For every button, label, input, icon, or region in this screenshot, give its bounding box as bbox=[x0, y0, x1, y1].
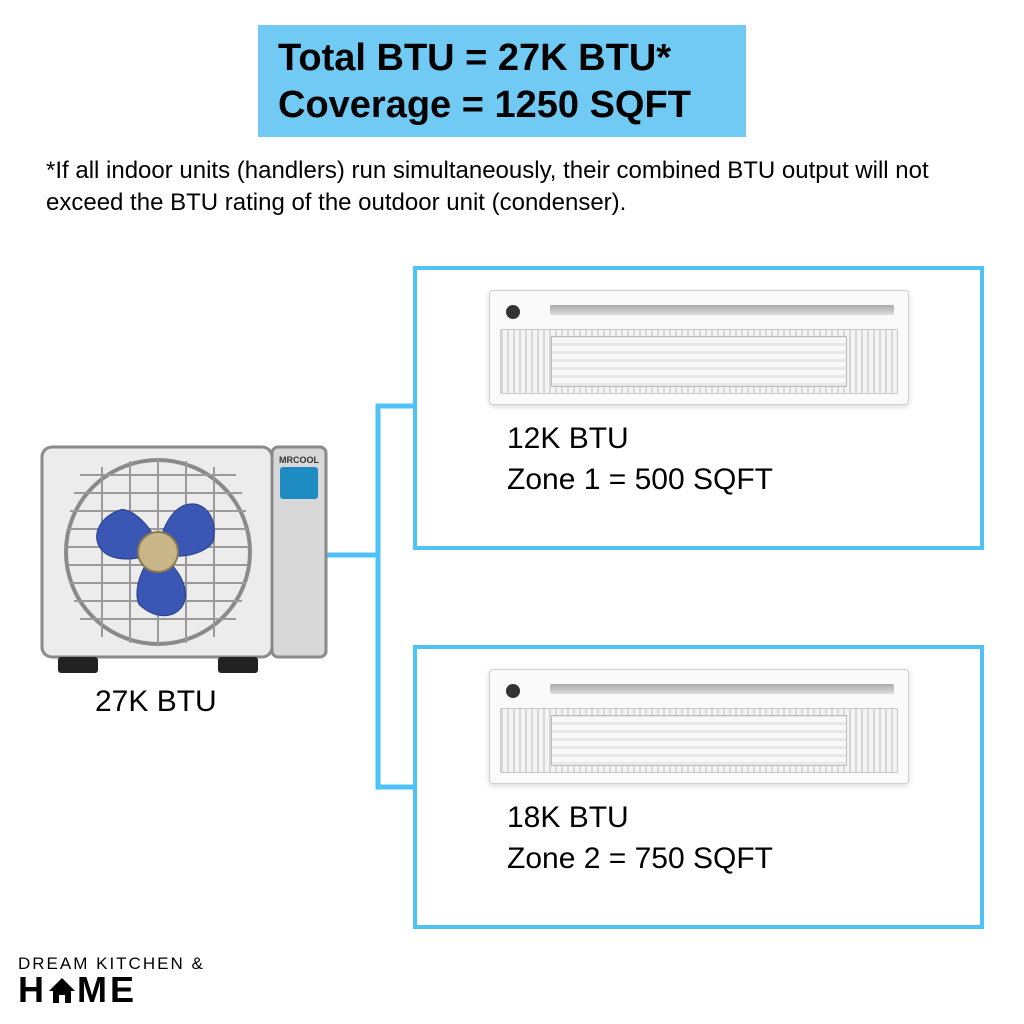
handler-grille bbox=[500, 708, 898, 773]
brand-logo: DREAM KITCHEN & HME bbox=[18, 954, 205, 1006]
handler-slot bbox=[550, 305, 894, 315]
indoor-handler-1 bbox=[489, 290, 909, 405]
summary-coverage: Coverage = 1250 SQFT bbox=[278, 82, 726, 130]
footnote-text: *If all indoor units (handlers) run simu… bbox=[46, 155, 986, 220]
infographic-canvas: Total BTU = 27K BTU* Coverage = 1250 SQF… bbox=[0, 0, 1024, 1024]
summary-box: Total BTU = 27K BTU* Coverage = 1250 SQF… bbox=[258, 25, 746, 137]
zone-2-box: 18K BTU Zone 2 = 750 SQFT bbox=[413, 645, 984, 929]
logo-post: ME bbox=[77, 974, 137, 1006]
zone-2-coverage: Zone 2 = 750 SQFT bbox=[507, 839, 980, 880]
zone-2-btu: 18K BTU bbox=[507, 798, 980, 839]
condenser-unit: MRCOOL bbox=[40, 427, 330, 682]
zone-1-box: 12K BTU Zone 1 = 500 SQFT bbox=[413, 266, 984, 550]
indoor-handler-2 bbox=[489, 669, 909, 784]
house-icon bbox=[47, 975, 77, 1005]
summary-total-btu: Total BTU = 27K BTU* bbox=[278, 35, 726, 83]
zone-1-coverage: Zone 1 = 500 SQFT bbox=[507, 460, 980, 501]
svg-text:MRCOOL: MRCOOL bbox=[279, 455, 319, 465]
condenser-label: 27K BTU bbox=[95, 685, 217, 719]
handler-led-icon bbox=[506, 305, 520, 319]
handler-grille bbox=[500, 329, 898, 394]
logo-line-2: H ME bbox=[18, 974, 205, 1006]
handler-slot bbox=[550, 684, 894, 694]
handler-led-icon bbox=[506, 684, 520, 698]
logo-pre: H bbox=[18, 974, 47, 1006]
zone-1-btu: 12K BTU bbox=[507, 419, 980, 460]
